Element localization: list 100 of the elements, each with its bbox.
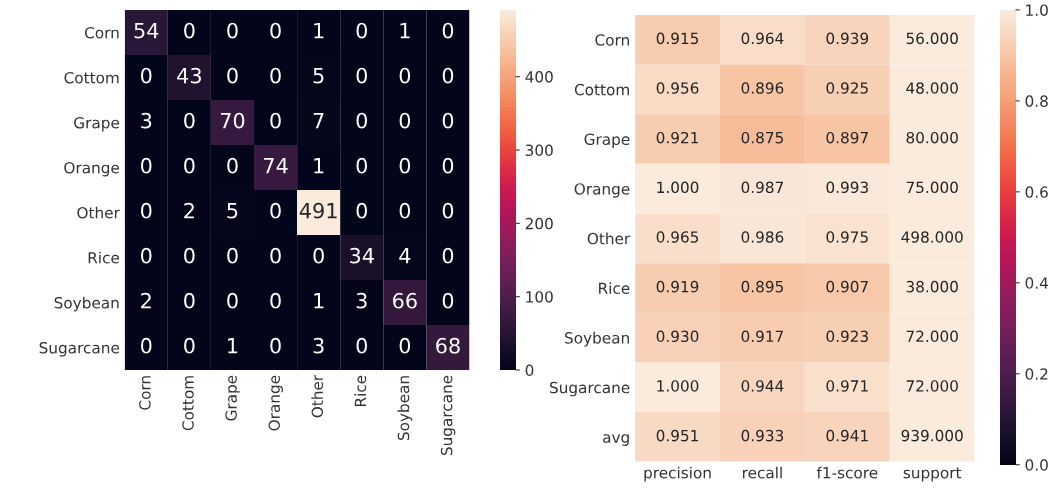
x-tick-label: support [903, 467, 962, 482]
y-tick-label: Grape [74, 116, 120, 132]
data-label: 0 [399, 202, 411, 219]
x-tick-label: Cottom [182, 376, 194, 431]
data-label: 0.921 [656, 131, 698, 144]
x-tick-label: recall [743, 466, 782, 479]
data-label: 0 [270, 292, 281, 309]
x-tick-label: f1-score [816, 466, 878, 479]
data-label: 0.941 [826, 429, 868, 442]
data-label: 0.896 [741, 82, 784, 94]
data-label: 939.000 [901, 429, 963, 442]
data-label: 491 [299, 202, 337, 219]
data-label: 0 [270, 67, 281, 84]
data-label: 1.000 [657, 181, 699, 194]
y-tick-label: Cottom [64, 71, 119, 84]
y-tick-label: Sugarcane [39, 341, 120, 357]
data-label: 0.944 [741, 380, 784, 392]
data-label: 3 [356, 292, 367, 309]
data-label: 0 [399, 67, 411, 84]
data-label: 0.915 [656, 32, 699, 45]
data-label: 0 [184, 337, 195, 354]
color-bar-label: 0.0 [1025, 459, 1048, 471]
x-tick-label: precision [644, 466, 711, 482]
data-label: 4 [399, 248, 411, 264]
data-label: 3 [141, 112, 152, 129]
data-label: 80.000 [906, 131, 958, 144]
data-label: 0 [270, 22, 281, 39]
x-tick-label: Soybean [397, 376, 413, 441]
data-label: 0 [184, 292, 195, 309]
data-label: 0 [356, 22, 367, 39]
y-tick-label: Soybean [54, 296, 119, 312]
data-label: 70 [220, 112, 245, 129]
data-label: 34 [350, 247, 374, 264]
data-label: 5 [313, 68, 324, 84]
y-tick-label: Soybean [565, 331, 629, 347]
data-label: 0.986 [741, 231, 784, 243]
data-label: 0 [442, 67, 454, 84]
data-label: 0 [184, 112, 195, 129]
data-label: 0 [227, 292, 238, 309]
data-label: 1 [314, 22, 324, 39]
data-label: 0.993 [826, 181, 868, 194]
data-label: 0 [141, 337, 152, 354]
data-label: 0.919 [656, 280, 699, 293]
data-label: 498.000 [901, 231, 963, 243]
data-label: 2 [141, 292, 151, 309]
data-label: 0 [141, 202, 152, 219]
data-label: 0 [270, 337, 281, 354]
data-label: 0.933 [741, 429, 784, 442]
x-tick-label: Sugarcane [440, 375, 456, 456]
data-label: 66 [393, 292, 417, 309]
y-tick-label: Other [77, 206, 120, 219]
data-label: 0.895 [741, 280, 783, 293]
data-label: 0.965 [656, 231, 699, 243]
data-label: 0 [184, 247, 195, 264]
data-label: 0.875 [741, 131, 783, 144]
color-bar-label: 0.6 [1025, 186, 1048, 198]
data-label: 0.923 [826, 330, 868, 343]
data-label: 0 [227, 157, 238, 174]
data-label: 0 [356, 112, 367, 129]
data-label: 1 [400, 22, 410, 39]
data-label: 1 [314, 158, 324, 174]
data-label: 0.939 [826, 32, 869, 45]
color-bar-label: 200 [525, 217, 553, 230]
data-label: 0 [399, 157, 411, 174]
data-label: 0.964 [741, 32, 784, 45]
color-bar-label: 0.8 [1025, 95, 1048, 107]
data-label: 0 [356, 67, 367, 84]
data-label: 48.000 [906, 82, 958, 94]
data-label: 0.917 [741, 330, 783, 343]
data-label: 43 [177, 67, 201, 84]
color-bar-label: 1.0 [1026, 4, 1048, 16]
data-label: 0 [227, 247, 238, 264]
data-label: 5 [227, 203, 238, 219]
y-tick-label: Rice [88, 251, 120, 264]
data-label: 0 [442, 112, 454, 129]
data-label: 68 [436, 337, 460, 354]
x-tick-label: Rice [354, 375, 367, 407]
data-label: 0 [399, 112, 411, 129]
data-label: 0.897 [826, 131, 868, 144]
x-tick-label: Grape [225, 375, 240, 421]
data-label: 1.000 [657, 380, 699, 392]
data-label: 0.930 [656, 330, 699, 343]
data-label: 0 [442, 292, 454, 309]
data-label: 0 [356, 202, 367, 219]
data-label: 0 [356, 337, 367, 354]
data-label: 75.000 [906, 181, 958, 194]
data-label: 0 [270, 112, 281, 129]
data-label: 0 [356, 157, 367, 174]
data-label: 0 [442, 22, 454, 39]
data-label: 0.925 [826, 82, 868, 94]
x-tick-label: Other [311, 374, 324, 418]
data-label: 0.956 [656, 82, 699, 94]
data-label: 74 [264, 158, 288, 174]
data-label: 0 [313, 247, 324, 264]
y-tick-label: Grape [584, 133, 630, 148]
y-tick-label: Orange [574, 183, 630, 198]
x-tick-label: Corn [139, 376, 151, 410]
data-label: 0 [442, 202, 454, 219]
data-label: 2 [184, 202, 194, 219]
data-label: 0 [399, 337, 411, 354]
